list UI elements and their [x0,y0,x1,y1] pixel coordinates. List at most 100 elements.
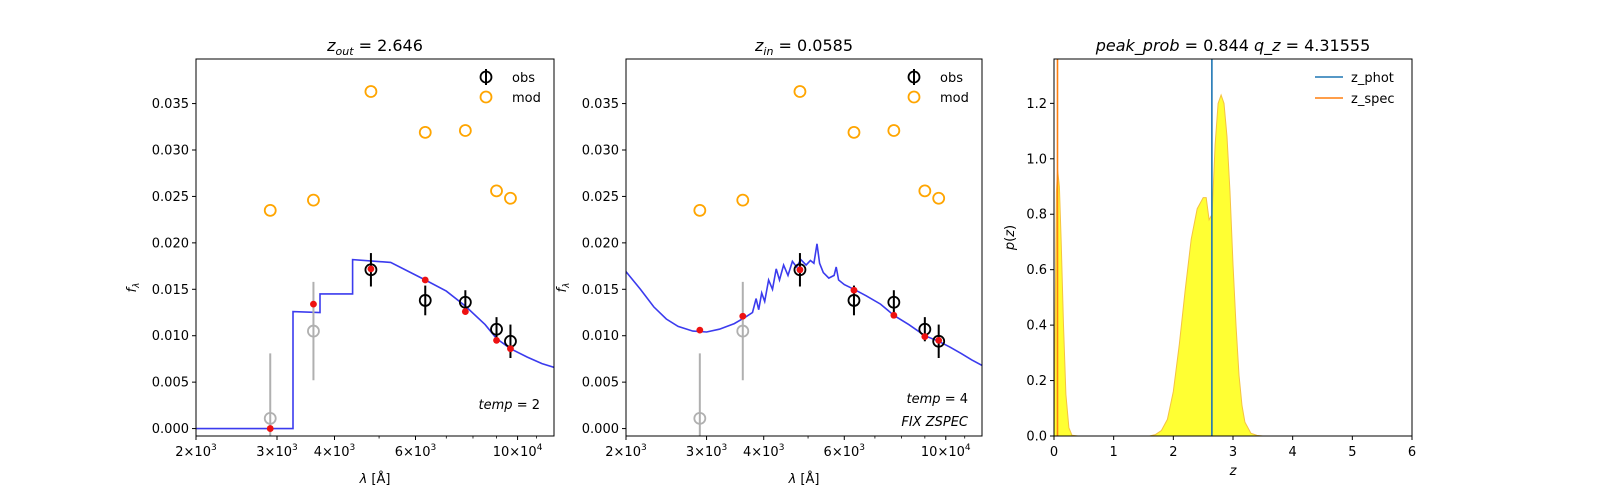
legend-label-obs: obs [940,71,963,86]
obs-point [847,294,861,307]
y-tick-label: 0.035 [152,97,189,112]
x-tick-label: 10×104 [921,443,971,460]
annotation: FIX ZSPEC [901,415,969,430]
y-tick-label: 0.4 [1026,319,1047,334]
y-tick-label: 0.035 [582,97,619,112]
plot-area [1054,59,1412,436]
y-tick-label: 0.025 [582,190,619,205]
mod-point [887,124,901,137]
x-tick-label: 4 [1289,445,1297,460]
mod-point [504,191,517,205]
obs-faint-point [693,411,707,425]
annotation: temp = 4 [907,392,968,407]
synth-point [310,300,317,308]
y-tick-label: 0.030 [152,144,189,159]
y-tick-label: 1.0 [1026,152,1047,167]
x-tick-label: 5 [1348,445,1356,460]
axes-frame [625,58,983,437]
mod-point [793,85,807,98]
pz-area [1054,93,1412,436]
y-axis-label: fλ [125,283,142,293]
mod-point [364,85,378,98]
y-tick-label: 0.015 [152,283,189,298]
synth-point [367,265,375,273]
y-tick-label: 0.030 [582,144,619,159]
synth-point [935,336,943,344]
y-tick-label: 1.2 [1026,97,1047,112]
mod-point [693,203,707,217]
legend-label-z_phot: z_phot [1351,71,1394,86]
legend-label-z_spec: z_spec [1351,92,1395,107]
y-tick-label: 0.020 [582,236,619,251]
obs-point [887,295,901,309]
legend-marker-mod [907,90,921,104]
mod-point [458,124,472,137]
obs-faint-point [263,411,277,425]
y-tick-label: 0.010 [582,329,619,344]
x-tick-label: 2×103 [605,443,646,460]
axes-frame [195,58,555,437]
y-tick-label: 0.000 [152,422,189,437]
legend-marker-obs [479,70,493,84]
mod-point [918,184,932,198]
synth-point [266,425,274,432]
sed-panel-2: 0.000 0.005 0.010 0.015 0.020 0.025 0.030 0.035… [555,36,983,487]
annotation: temp = 2 [479,398,540,413]
x-tick-label: 0 [1050,445,1058,460]
y-tick-label: 0.000 [582,422,619,437]
synth-point [696,326,704,334]
synth-point [421,276,429,284]
mod-point [418,125,432,139]
mod-point [490,184,503,198]
x-tick-label: 6×103 [824,443,865,460]
y-axis-label: fλ [555,283,572,293]
y-tick-label: 0.0 [1026,430,1047,445]
synth-point [461,308,469,315]
legend: z_phot z_spec [1315,71,1395,107]
y-axis-label: p(z) [1003,225,1018,251]
y-tick-label: 0.010 [152,329,189,344]
x-axis-label: λ [Å] [788,471,820,487]
x-axis-label: z [1229,464,1238,479]
obs-point [364,263,378,277]
x-tick-label: 6×103 [395,443,436,460]
y-tick-label: 0.8 [1026,208,1047,223]
sed-panel-1: 0.000 0.005 0.010 0.015 0.020 0.025 0.030 0.035… [125,36,555,487]
panel-title: peak_prob = 0.844 q_z = 4.31555 [1095,36,1371,56]
legend-marker-mod [479,90,493,104]
y-tick-label: 0.2 [1026,374,1047,389]
legend: obs mod [907,69,969,106]
obs-point [793,263,807,277]
pz-panel: 0.0 0.2 0.4 0.6 0.8 1.0 1.2 0 1 2 3 4 5 6 peak_prob = … [1003,36,1416,479]
panel-title: zin = 0.0585 [754,36,853,58]
obs-faint-point [307,324,320,338]
obs-faint-point [736,324,750,338]
sed-model-line [626,243,982,367]
y-tick-label: 0.025 [152,190,189,205]
mod-point [932,191,946,205]
x-tick-label: 3 [1229,445,1237,460]
synth-point [890,311,898,319]
legend: obs mod [479,69,541,106]
x-tick-label: 4×103 [314,443,355,460]
mod-point [263,203,277,217]
synth-point [796,266,804,274]
y-tick-label: 0.005 [152,376,189,391]
y-tick-label: 0.6 [1026,263,1047,278]
x-tick-label: 2×103 [175,443,216,460]
obs-point [418,294,432,307]
y-tick-label: 0.005 [582,376,619,391]
plot-area [196,85,554,436]
x-tick-label: 4×103 [743,443,784,460]
synth-point [739,312,747,320]
synth-point [850,286,858,294]
synth-point [507,345,514,353]
x-tick-label: 2 [1169,445,1177,460]
legend-label-mod: mod [512,91,541,106]
mod-point [736,193,750,207]
synth-point [921,333,929,341]
x-axis-label: λ [Å] [359,471,391,487]
x-tick-label: 6 [1408,445,1416,460]
mod-point [307,193,320,207]
